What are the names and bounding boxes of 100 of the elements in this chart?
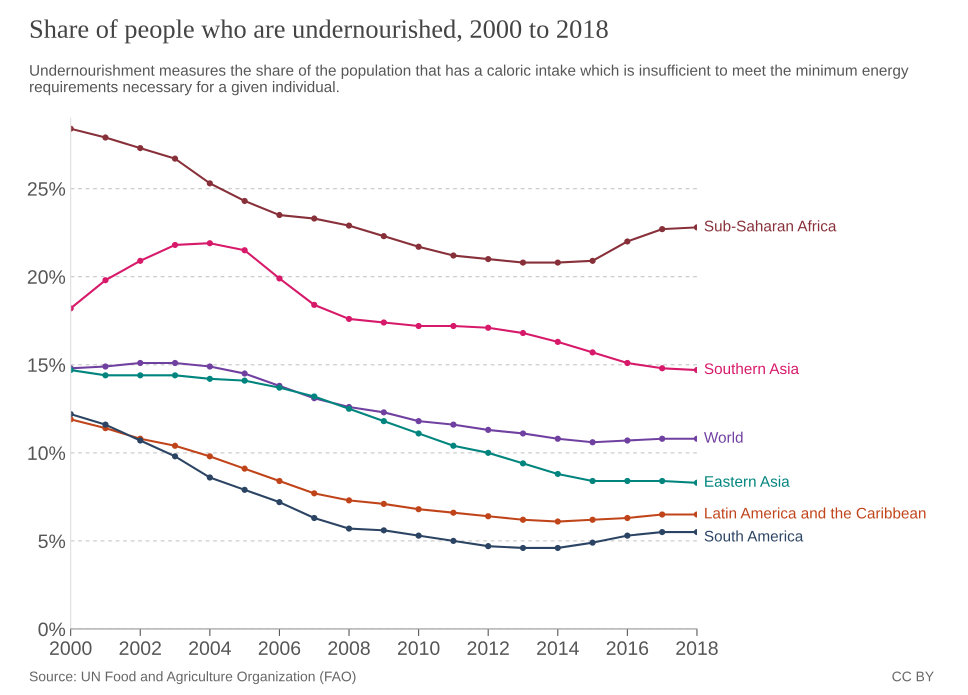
- point: [206, 453, 213, 460]
- x-tick-label: 2016: [606, 641, 648, 656]
- point: [450, 510, 457, 516]
- line-series: [70, 360, 697, 446]
- point: [311, 302, 318, 308]
- point: [137, 144, 144, 152]
- chart-title: Share of people who are undernourished, 2000 to 2018: [30, 19, 608, 44]
- x-tick-label: 2014: [537, 641, 579, 656]
- point: [659, 436, 666, 442]
- series-label: South America: [704, 530, 804, 542]
- point: [485, 450, 492, 456]
- point: [659, 478, 666, 484]
- point: [206, 376, 213, 382]
- point: [380, 233, 387, 240]
- x-tick-label: 2006: [258, 641, 300, 656]
- point: [137, 360, 144, 366]
- point: [172, 453, 178, 460]
- point: [589, 439, 596, 446]
- point: [659, 365, 666, 372]
- point: [659, 528, 666, 536]
- point: [346, 222, 352, 229]
- point: [624, 437, 630, 444]
- x-tick-label: 2012: [468, 641, 509, 656]
- chart-subtitle: Undernourishment measures the share of the population that has a caloric intake which is insufficient to meet the minimum energy requirements necessary for a given individual.: [30, 64, 909, 96]
- point: [659, 226, 666, 232]
- y-tick-label: 20%: [28, 270, 66, 284]
- point: [415, 244, 422, 250]
- point: [624, 360, 630, 366]
- point: [242, 377, 248, 384]
- point: [624, 514, 630, 522]
- point: [554, 338, 561, 345]
- y-tick-label: 25%: [28, 182, 66, 196]
- source-note: Source: UN Food and Agriculture Organization (FAO): [30, 671, 356, 684]
- point: [276, 478, 283, 484]
- point: [589, 540, 596, 546]
- point: [415, 418, 422, 424]
- point: [242, 198, 248, 204]
- text: CC BY: [892, 672, 934, 682]
- point: [415, 506, 422, 512]
- point: [520, 516, 526, 523]
- x-tick-label: 2010: [398, 641, 440, 656]
- point: [172, 372, 178, 378]
- point: [659, 511, 666, 518]
- point: [242, 247, 248, 254]
- point: [450, 422, 457, 428]
- point: [624, 532, 630, 539]
- point: [485, 324, 492, 331]
- point: [554, 518, 561, 525]
- point: [485, 256, 492, 262]
- point: [206, 180, 213, 186]
- y-tick-label: 5%: [38, 534, 66, 548]
- point: [554, 436, 561, 442]
- point: [554, 259, 561, 266]
- point: [380, 319, 387, 326]
- point: [276, 499, 283, 506]
- point: [276, 212, 283, 218]
- point: [346, 316, 352, 322]
- x-tick-label: 2000: [50, 641, 92, 656]
- point: [450, 538, 457, 544]
- y-tick-label: 10%: [28, 446, 66, 460]
- x-tick-label: 2002: [120, 641, 161, 656]
- point: [415, 430, 422, 437]
- point: [137, 258, 144, 264]
- y-tick-label: 0%: [38, 622, 66, 636]
- point: [520, 460, 526, 467]
- point: [172, 156, 178, 162]
- point: [206, 474, 213, 481]
- point: [520, 544, 526, 552]
- point: [311, 490, 318, 496]
- point: [172, 360, 178, 366]
- line-series: [70, 126, 697, 266]
- point: [102, 277, 109, 284]
- point: [242, 370, 248, 377]
- point: [102, 363, 109, 370]
- point: [311, 514, 318, 522]
- point: [589, 349, 596, 356]
- point: [276, 275, 283, 282]
- point: [346, 525, 352, 532]
- point: [450, 442, 457, 449]
- x-tick-label: 2008: [328, 641, 370, 656]
- series-label: Sub-Saharan Africa: [704, 220, 836, 232]
- point: [485, 426, 492, 434]
- point: [450, 322, 457, 330]
- point: [554, 470, 561, 478]
- series-label: World: [704, 432, 743, 443]
- line-series: [70, 416, 697, 525]
- series-label: Latin America and the Caribbean: [705, 507, 926, 519]
- x-tick-label: 2018: [676, 641, 718, 656]
- point: [380, 409, 387, 416]
- point: [102, 134, 109, 141]
- x-tick-label: 2004: [189, 641, 231, 656]
- point: [485, 543, 492, 550]
- point: [554, 544, 561, 552]
- point: [520, 330, 526, 336]
- point: [172, 442, 178, 449]
- series-label: Southern Asia: [704, 362, 800, 374]
- point: [624, 478, 630, 484]
- point: [206, 363, 213, 370]
- y-tick-label: 15%: [28, 358, 66, 372]
- point: [415, 322, 422, 330]
